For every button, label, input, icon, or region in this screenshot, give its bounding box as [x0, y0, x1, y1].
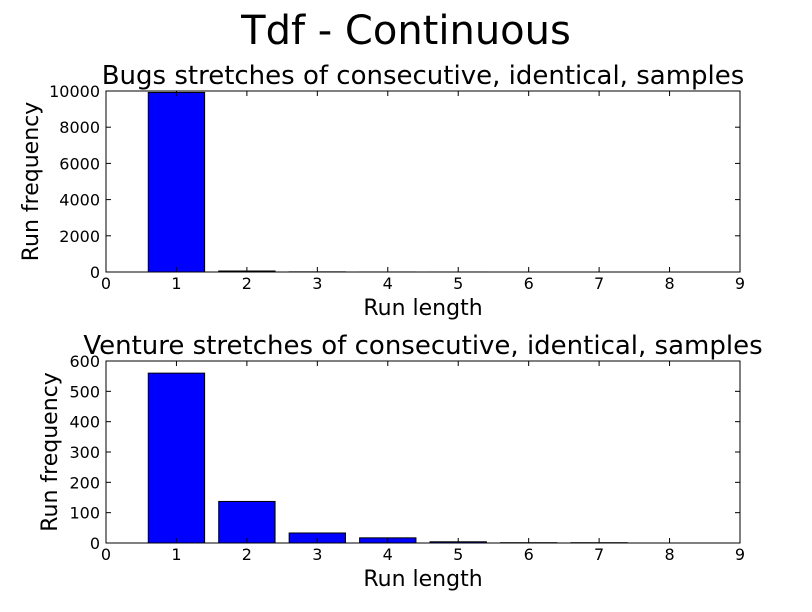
x-tick-label: 6 — [524, 545, 534, 564]
x-tick-label: 1 — [171, 545, 181, 564]
x-tick-label: 0 — [101, 545, 111, 564]
x-tick-label: 4 — [383, 274, 393, 293]
y-tick-label: 6000 — [59, 154, 100, 173]
x-axis-label: Run length — [363, 567, 482, 592]
bar-1 — [147, 372, 206, 544]
x-tick-label: 1 — [171, 274, 181, 293]
chart-title: Venture stretches of consecutive, identi… — [83, 331, 762, 361]
x-tick-label: 2 — [242, 274, 252, 293]
x-tick-label: 6 — [524, 274, 534, 293]
y-tick-label: 4000 — [59, 191, 100, 210]
y-tick-label: 500 — [69, 382, 100, 401]
bar-1 — [147, 91, 206, 273]
y-tick-label: 10000 — [49, 82, 100, 101]
y-tick-label: 0 — [90, 263, 100, 282]
y-axis-label: Run frequency — [38, 372, 63, 532]
x-axis-label: Run length — [363, 296, 482, 321]
y-tick-label: 0 — [90, 534, 100, 553]
chart-title: Bugs stretches of consecutive, identical… — [102, 61, 745, 91]
x-tick-label: 3 — [312, 545, 322, 564]
x-tick-label: 8 — [664, 545, 674, 564]
x-tick-label: 8 — [664, 274, 674, 293]
x-tick-label: 3 — [312, 274, 322, 293]
y-tick-label: 8000 — [59, 118, 100, 137]
bar-2 — [218, 500, 276, 544]
x-tick-label: 9 — [735, 545, 745, 564]
x-tick-label: 9 — [735, 274, 745, 293]
x-tick-label: 5 — [453, 274, 463, 293]
y-tick-label: 100 — [69, 504, 100, 523]
figure-title: Tdf - Continuous — [240, 8, 571, 54]
y-tick-label: 300 — [69, 443, 100, 462]
y-axis-label: Run frequency — [19, 102, 44, 262]
x-tick-label: 7 — [594, 545, 604, 564]
y-tick-label: 600 — [69, 352, 100, 371]
x-tick-label: 2 — [242, 545, 252, 564]
x-tick-label: 5 — [453, 545, 463, 564]
x-tick-label: 0 — [101, 274, 111, 293]
axes-frame — [105, 90, 741, 273]
y-tick-label: 2000 — [59, 227, 100, 246]
x-tick-label: 7 — [594, 274, 604, 293]
y-tick-label: 200 — [69, 473, 100, 492]
x-tick-label: 4 — [383, 545, 393, 564]
y-tick-label: 400 — [69, 413, 100, 432]
